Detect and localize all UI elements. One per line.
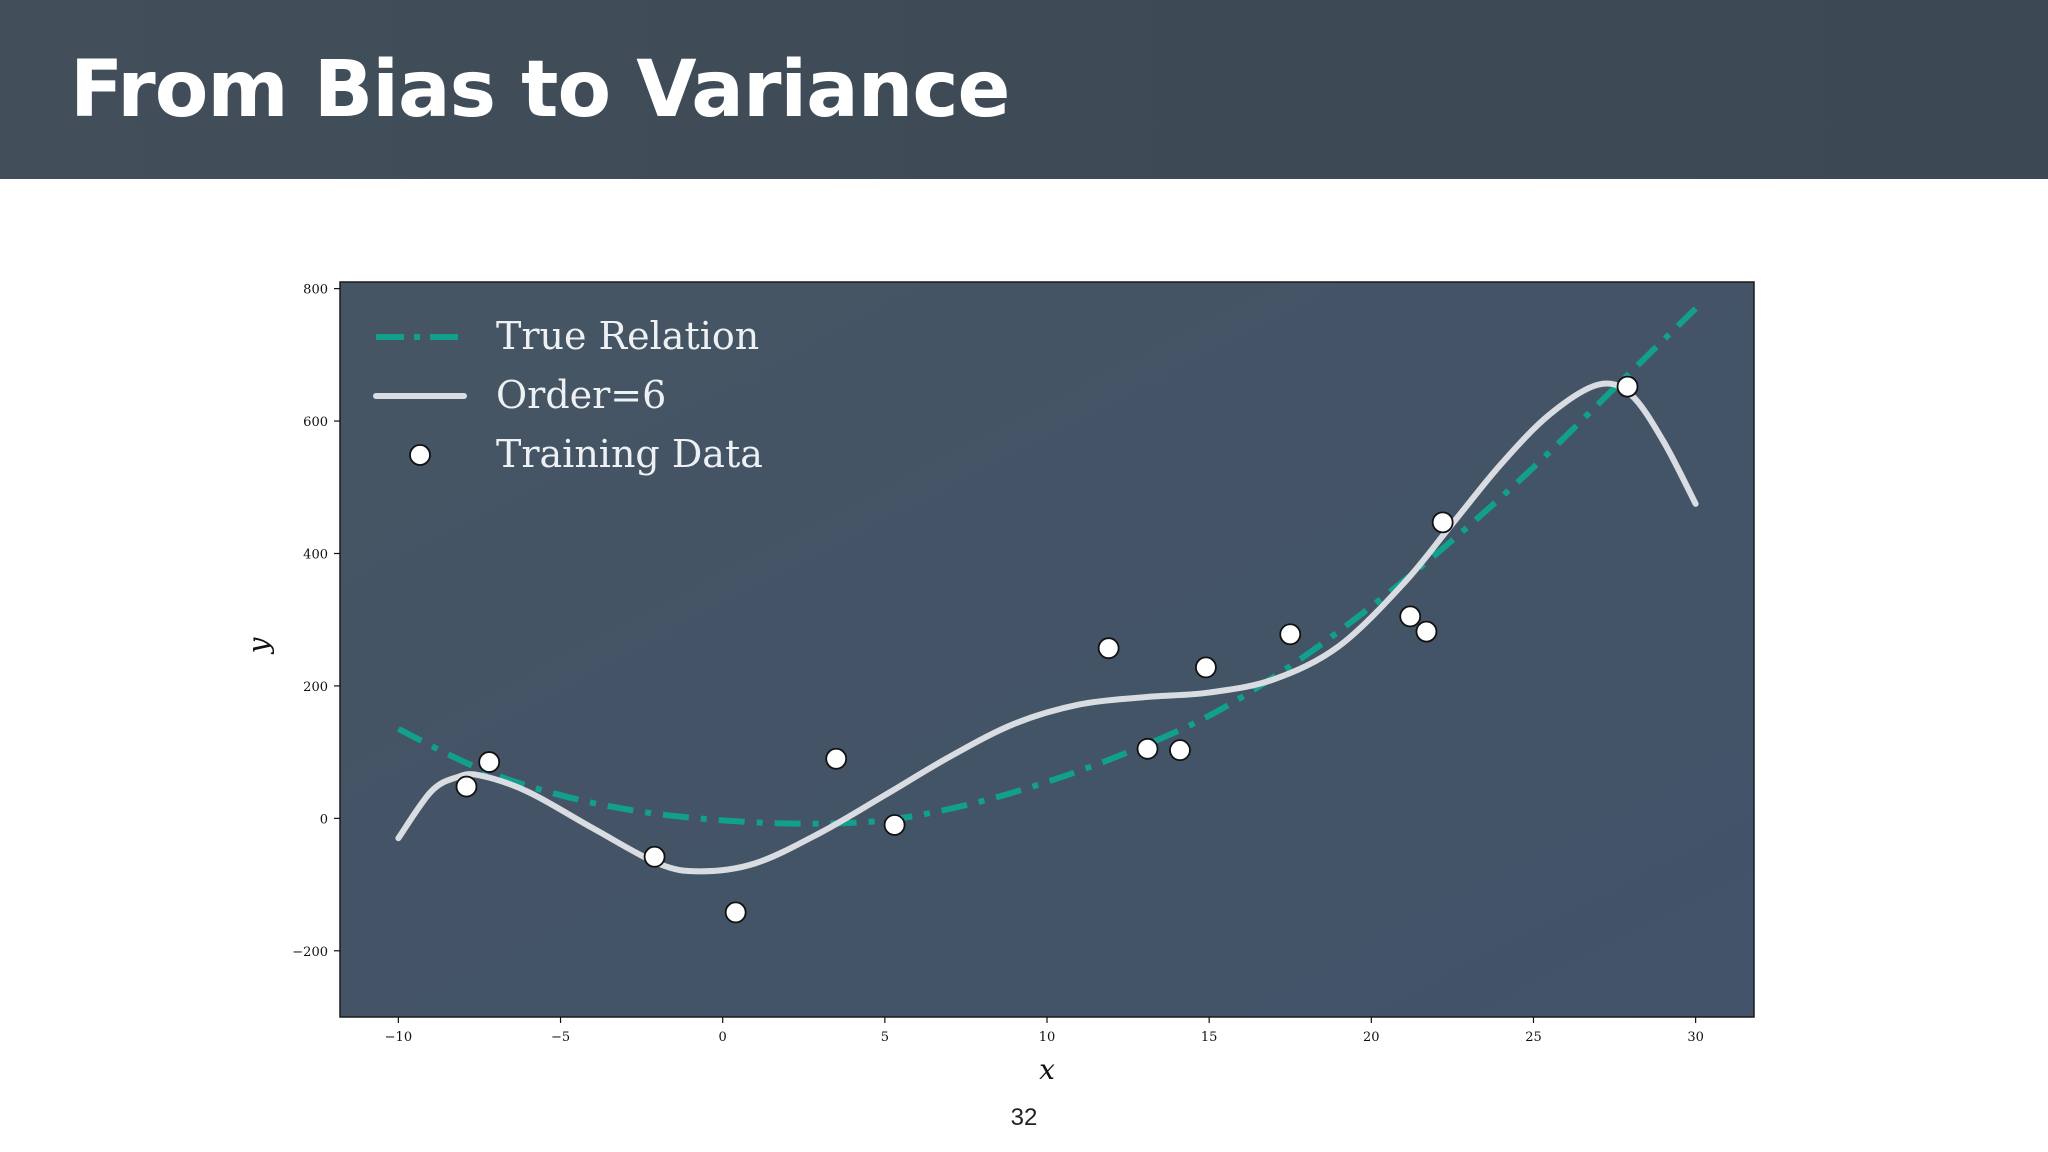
data-point-2 <box>478 751 501 773</box>
x-tick-label: 30 <box>1687 1030 1704 1045</box>
x-tick-label: 20 <box>1363 1030 1380 1045</box>
plot-background <box>340 282 1754 1017</box>
data-point-15 <box>1616 375 1639 398</box>
x-tick-label: 15 <box>1201 1030 1218 1045</box>
data-point-6 <box>883 814 906 836</box>
y-tick-label: −200 <box>292 945 328 960</box>
y-tick-label: 0 <box>320 812 328 827</box>
data-point-14 <box>1431 511 1454 534</box>
plot-area <box>340 282 1754 1017</box>
x-tick-label: −5 <box>551 1030 570 1045</box>
series-order-6 <box>395 380 1699 875</box>
data-point-11 <box>1279 623 1302 646</box>
page-number: 32 <box>1010 1104 1038 1131</box>
x-tick-label: 10 <box>1039 1030 1056 1045</box>
data-point-8 <box>1136 737 1159 760</box>
data-point-10 <box>1195 656 1217 679</box>
x-tick-label: 0 <box>719 1030 727 1045</box>
axes: −10 −5 0 5 10 15 20 25 30 −200 0 200 400 600 800 x y <box>242 281 1755 1086</box>
data-point-4 <box>724 901 747 924</box>
x-tick-label: 5 <box>881 1030 889 1045</box>
title-bar: From Bias to Variance <box>0 0 2048 179</box>
data-point-5 <box>825 747 848 770</box>
x-tick-label: 25 <box>1525 1030 1542 1045</box>
data-point-1 <box>455 775 478 798</box>
legend-label-true-relation: True Relation <box>496 314 759 358</box>
data-point-3 <box>643 845 666 868</box>
y-tick-label: 200 <box>303 680 328 695</box>
data-point-13 <box>1415 620 1438 643</box>
slide-title: From Bias to Variance <box>70 45 1010 135</box>
data-point-12 <box>1399 605 1422 628</box>
x-axis-label: x <box>1039 1053 1055 1086</box>
series-true-relation <box>397 306 1698 827</box>
y-tick-label: 400 <box>303 547 328 562</box>
y-tick-label: 800 <box>303 283 328 298</box>
legend-label-training-data: Training Data <box>496 432 763 476</box>
data-point-7 <box>1097 637 1120 660</box>
x-tick-label: −10 <box>385 1030 412 1045</box>
legend-label-order-6: Order=6 <box>496 373 666 417</box>
y-axis-label: y <box>242 636 275 655</box>
legend-marker-training-data <box>409 444 431 466</box>
data-point-9 <box>1169 739 1191 762</box>
y-tick-label: 600 <box>303 415 328 430</box>
legend: True Relation Order=6 Training Data <box>373 314 763 476</box>
